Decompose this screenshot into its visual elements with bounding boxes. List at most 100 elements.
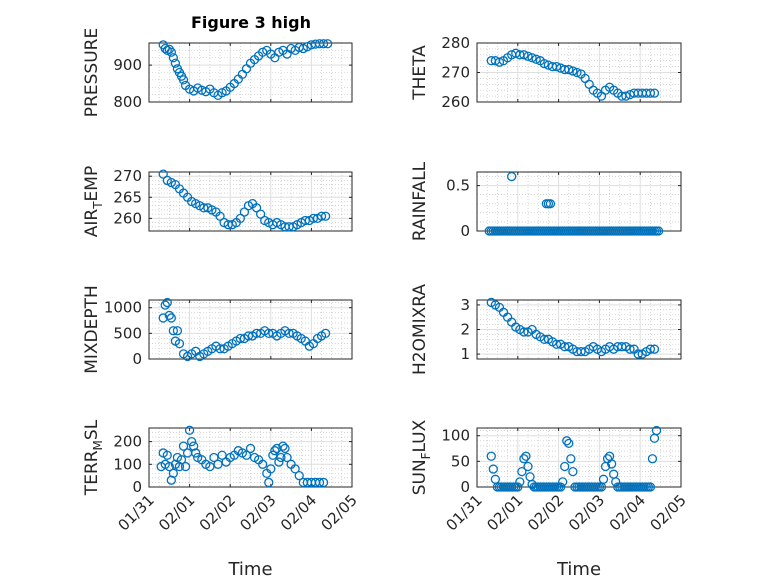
data-point [320,211,331,221]
data-point [539,334,549,344]
data-point [572,67,582,78]
data-point [191,448,201,458]
y-tick-label: 3 [460,296,470,314]
data-point [172,326,183,336]
data-point [166,47,176,57]
data-point [527,53,537,63]
data-point [314,477,325,488]
data-point [617,342,627,352]
subplot-2: 260 265 270 AIRTEMP [82,166,353,237]
data-point [494,57,505,67]
axes-box-4 [148,299,353,360]
data-point [566,454,576,464]
data-point [519,327,529,337]
data-point [284,328,294,338]
data-point [558,477,568,487]
data-point [274,457,284,467]
subplot-1: 260 270 280 THETA [410,34,682,111]
data-point [507,171,517,182]
data-point [268,450,278,460]
data-point [568,66,578,76]
y-tick-label: 0 [460,222,470,240]
data-point [564,64,574,75]
data-point [280,443,290,454]
data-point [568,466,578,477]
data-point [162,297,172,308]
y-tick-label: 1000 [104,299,142,317]
data-point [168,53,179,63]
ylabel-0: PRESSURE [82,28,102,117]
data-point [245,443,256,454]
data-point [176,455,187,465]
data-point [486,451,496,461]
y-tick-label: 100 [441,427,470,445]
data-point [513,482,523,492]
data-point [251,328,262,338]
data-point [551,339,562,349]
data-point [539,59,549,69]
data-point [276,452,286,463]
data-point [270,446,280,456]
data-point [166,313,176,323]
data-point [215,344,225,354]
y-tick-label: 270 [441,64,470,82]
figure-title: Figure 3 high [191,13,311,32]
axes-box-2 [148,171,353,232]
ylabel-2: AIRTEMP [82,166,105,237]
y-tick-label: 900 [113,56,142,74]
data-point [213,459,223,469]
data-point [170,58,181,68]
ylabel-1: THETA [410,45,430,101]
y-tick-label: 1 [460,345,470,363]
data-point [264,328,274,338]
data-point [278,441,288,451]
y-tick-label: 0 [460,478,470,496]
data-point [164,461,174,472]
data-point [217,450,227,460]
data-point [235,213,246,224]
data-point [180,461,191,472]
data-point [519,454,529,464]
data-point [215,211,225,221]
y-tick-label: 0 [132,478,142,496]
data-point [649,88,660,98]
y-tick-label: 265 [113,188,142,206]
data-point [320,328,331,338]
data-point [243,331,254,341]
x-axis-label: Time [227,559,272,580]
data-point [517,466,527,477]
data-point [633,349,643,359]
data-point [251,203,262,213]
data-point [178,441,189,451]
ylabel-3: RAINFALL [410,161,430,241]
data-point [189,441,199,451]
y-tick-label: 2 [460,321,470,339]
data-point [576,346,586,357]
y-tick-label: 260 [113,209,142,227]
data-point [515,477,525,487]
data-point [239,207,250,217]
data-point [651,425,662,436]
data-point [523,51,533,61]
data-point [318,477,329,488]
data-point [282,452,292,463]
data-point [241,450,252,460]
data-point [551,61,562,72]
data-point [647,454,658,464]
data-point [645,88,656,98]
ylabel-4: MIXDEPTH [82,285,102,374]
x-axis-label: Time [556,559,601,580]
data-point [264,477,274,488]
data-point [235,333,246,344]
data-point [160,300,170,310]
y-tick-label: 280 [441,34,470,52]
ylabel-5: H2OMIXRA [410,284,430,375]
y-tick-label: 0 [132,350,142,368]
y-tick-label: 800 [113,93,142,111]
y-tick-label: 100 [113,455,142,473]
data-point [255,209,266,219]
subplot-5: 1 2 3 H2OMIXRA [410,284,682,375]
ylabel-7: SUNFLUX [410,419,433,495]
data-point [649,344,660,354]
y-tick-label: 200 [113,433,142,451]
